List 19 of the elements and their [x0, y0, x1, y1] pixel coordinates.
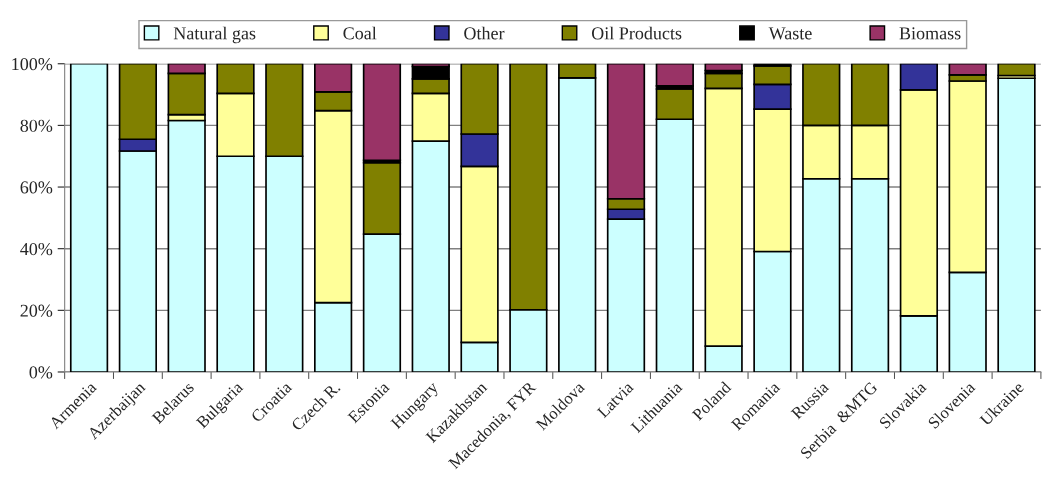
y-tick-label: 100% [12, 58, 53, 71]
bar [655, 63, 694, 87]
bar [69, 63, 109, 372]
y-tick-label: 20% [20, 304, 53, 317]
legend-label: Biomass [899, 27, 961, 40]
y-tick-label: 0% [29, 366, 53, 379]
bar [997, 63, 1036, 77]
legend-label: Oil Products [591, 26, 682, 40]
bar [997, 77, 1036, 372]
legend-label: Natural gas [173, 26, 256, 44]
bar [362, 63, 402, 162]
bar [167, 119, 206, 372]
legend-label: Other [464, 26, 505, 40]
legend-label: Waste [768, 27, 812, 40]
legend-label: Coal [343, 26, 377, 40]
y-tick-label: 60% [20, 181, 53, 194]
y-tick-label: 40% [20, 242, 53, 256]
y-tick-label: 80% [20, 119, 53, 132]
bar [704, 63, 743, 72]
